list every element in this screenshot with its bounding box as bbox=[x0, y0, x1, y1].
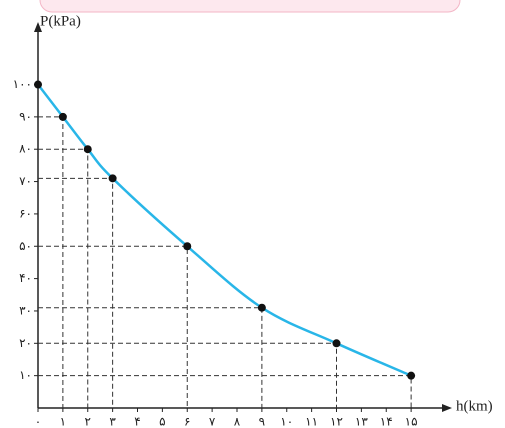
x-tick-label: ۱۳ bbox=[355, 415, 368, 428]
y-tick-label: ۸۰ bbox=[19, 142, 32, 156]
data-point bbox=[108, 174, 117, 183]
curve bbox=[37, 83, 412, 377]
x-tick-label: ۱۴ bbox=[380, 415, 393, 428]
x-tick-label: ۰ bbox=[35, 415, 41, 428]
y-tick-label: ۹۰ bbox=[19, 109, 32, 123]
x-tick-label: ۳ bbox=[109, 415, 116, 428]
y-axis-title: P(kPa) bbox=[40, 13, 81, 29]
x-tick-label: ۸ bbox=[234, 415, 241, 428]
y-tick-label: ۲۰ bbox=[19, 336, 32, 350]
y-tick-label: ۴۰ bbox=[19, 271, 32, 285]
x-tick-label: ۴ bbox=[134, 415, 140, 428]
x-tick-label: ۲ bbox=[85, 415, 91, 428]
x-tick-label: ۶ bbox=[184, 415, 190, 428]
header-band bbox=[39, 0, 461, 13]
data-point bbox=[83, 145, 92, 154]
guide-line bbox=[38, 116, 64, 408]
x-tick-label: ۹ bbox=[259, 415, 265, 428]
data-point bbox=[407, 371, 416, 380]
x-tick-label: ۷ bbox=[209, 415, 216, 428]
x-axis-arrow bbox=[442, 404, 452, 412]
x-tick-label: ۵ bbox=[159, 415, 165, 428]
guide-line bbox=[38, 307, 263, 408]
data-point bbox=[183, 242, 192, 251]
data-point bbox=[34, 80, 42, 89]
y-tick-label: ۷۰ bbox=[19, 174, 32, 188]
y-tick-label: ۳۰ bbox=[19, 303, 32, 317]
data-point bbox=[332, 339, 341, 348]
guide-line bbox=[38, 375, 412, 408]
y-tick-label: ۶۰ bbox=[19, 206, 32, 220]
y-tick-label: ۵۰ bbox=[19, 239, 32, 253]
guide-line bbox=[38, 245, 188, 408]
x-tick-label: ۱۵ bbox=[405, 415, 418, 428]
data-point bbox=[257, 303, 266, 312]
x-tick-label: ۱۱ bbox=[305, 415, 318, 428]
y-axis-arrow bbox=[34, 22, 42, 32]
x-axis-title: h(km) bbox=[456, 398, 493, 414]
x-tick-label: ۱ bbox=[60, 415, 66, 428]
x-tick-label: ۱۰ bbox=[280, 415, 293, 428]
y-tick-label: ۱۰ bbox=[19, 368, 32, 382]
data-point bbox=[58, 112, 67, 121]
x-tick-label: ۱۲ bbox=[330, 415, 343, 428]
y-tick-label: ۱۰۰ bbox=[13, 77, 32, 91]
guide-line bbox=[38, 177, 114, 408]
